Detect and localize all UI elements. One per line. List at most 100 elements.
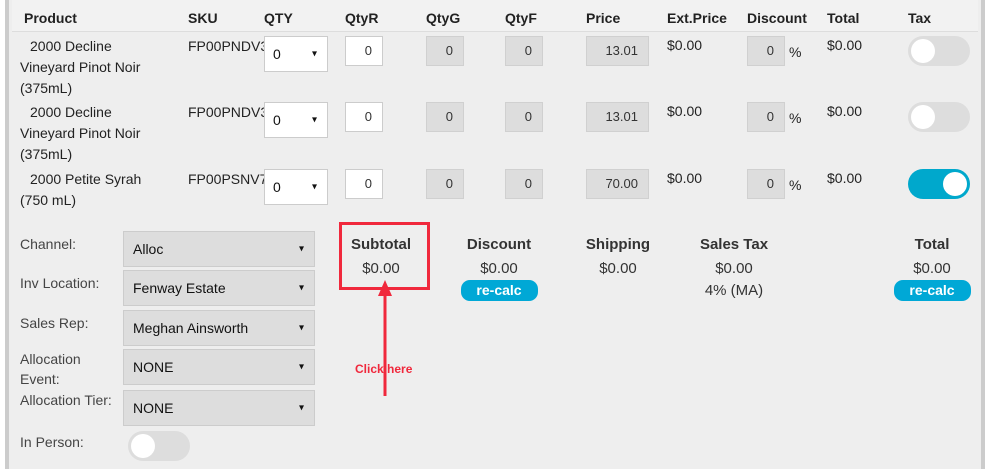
inv-location-label: Inv Location: <box>20 275 100 291</box>
qtyf-field: 0 <box>505 102 543 132</box>
tax-toggle[interactable] <box>908 102 970 132</box>
product-name: 2000 Decline Vineyard Pinot Noir (375mL) <box>20 104 141 162</box>
allocation-tier-value: NONE <box>133 400 174 416</box>
subtotal-summary: Subtotal $0.00 <box>321 236 441 277</box>
sku: FP00PSNV7 <box>188 171 264 187</box>
qty-select[interactable]: 0 ▾ <box>264 102 328 138</box>
percent-sign: % <box>789 44 802 60</box>
column-header-price: Price <box>586 10 621 26</box>
qtyf-field: 0 <box>505 169 543 199</box>
tax-toggle[interactable] <box>908 169 970 199</box>
qty-value: 0 <box>273 179 281 195</box>
sales-tax-summary: Sales Tax $0.00 4% (MA) <box>674 236 794 299</box>
caret-down-icon: ▾ <box>298 322 304 334</box>
column-header-product: Product <box>24 10 77 26</box>
qtyf-field: 0 <box>505 36 543 66</box>
discount-value: $0.00 <box>480 260 518 277</box>
ext-price: $0.00 <box>667 37 703 53</box>
sales-rep-value: Meghan Ainsworth <box>133 320 249 336</box>
row-total: $0.00 <box>827 170 863 186</box>
sales-tax-title: Sales Tax <box>699 236 769 253</box>
sales-tax-rate: 4% (MA) <box>704 282 764 299</box>
discount-title: Discount <box>466 236 532 253</box>
toggle-knob <box>943 172 967 196</box>
qty-select[interactable]: 0 ▾ <box>264 169 328 205</box>
column-header-qtyr: QtyR <box>345 10 379 26</box>
total-title: Total <box>914 236 950 253</box>
inv-location-select[interactable]: Fenway Estate ▾ <box>123 270 315 306</box>
allocation-event-value: NONE <box>133 359 174 375</box>
toggle-knob <box>911 39 935 63</box>
column-header-sku: SKU <box>188 10 218 26</box>
column-header-tax: Tax <box>908 10 932 26</box>
caret-down-icon: ▾ <box>311 181 317 193</box>
column-header-discount: Discount <box>747 10 807 26</box>
toggle-knob <box>131 434 155 458</box>
shipping-value: $0.00 <box>599 260 637 277</box>
allocation-tier-label: Allocation Tier: <box>20 392 112 408</box>
shipping-summary: Shipping $0.00 <box>558 236 678 277</box>
tax-toggle[interactable] <box>908 36 970 66</box>
toggle-knob <box>911 105 935 129</box>
caret-down-icon: ▾ <box>298 282 304 294</box>
arrow-up-icon <box>378 280 392 396</box>
in-person-toggle[interactable] <box>128 431 190 461</box>
percent-sign: % <box>789 177 802 193</box>
discount-input[interactable]: 0 <box>747 102 785 132</box>
ext-price: $0.00 <box>667 103 703 119</box>
qty-value: 0 <box>273 112 281 128</box>
sales-tax-value: $0.00 <box>715 260 753 277</box>
caret-down-icon: ▾ <box>298 243 304 255</box>
channel-label: Channel: <box>20 236 77 252</box>
discount-input[interactable]: 0 <box>747 36 785 66</box>
sku: FP00PNDV3 <box>188 38 264 54</box>
sales-rep-label: Sales Rep: <box>20 315 89 331</box>
column-header-qtyg: QtyG <box>426 10 461 26</box>
channel-select[interactable]: Alloc ▾ <box>123 231 315 267</box>
sales-rep-select[interactable]: Meghan Ainsworth ▾ <box>123 310 315 346</box>
sku: FP00PNDV3 <box>188 104 264 120</box>
total-recalc-button[interactable]: re-calc <box>893 280 971 301</box>
total-summary: Total $0.00 re-calc <box>872 236 992 301</box>
price-field: 13.01 <box>586 102 649 132</box>
total-value: $0.00 <box>913 260 951 277</box>
caret-down-icon: ▾ <box>298 361 304 373</box>
qtyg-field: 0 <box>426 169 464 199</box>
qtyg-field: 0 <box>426 102 464 132</box>
percent-sign: % <box>789 110 802 126</box>
price-field: 70.00 <box>586 169 649 199</box>
table-header <box>12 0 978 32</box>
column-header-total: Total <box>827 10 860 26</box>
qty-select[interactable]: 0 ▾ <box>264 36 328 72</box>
qtyg-field: 0 <box>426 36 464 66</box>
allocation-tier-select[interactable]: NONE ▾ <box>123 390 315 426</box>
discount-summary: Discount $0.00 re-calc <box>439 236 559 301</box>
discount-input[interactable]: 0 <box>747 169 785 199</box>
column-header-qtyf: QtyF <box>505 10 537 26</box>
allocation-event-select[interactable]: NONE ▾ <box>123 349 315 385</box>
ext-price: $0.00 <box>667 170 703 186</box>
qtyr-input[interactable]: 0 <box>345 36 383 66</box>
column-header-qty: QTY <box>264 10 293 26</box>
caret-down-icon: ▾ <box>311 48 317 60</box>
subtotal-title: Subtotal <box>351 236 411 253</box>
caret-down-icon: ▾ <box>311 114 317 126</box>
row-total: $0.00 <box>827 37 863 53</box>
qtyr-input[interactable]: 0 <box>345 169 383 199</box>
product-name: 2000 Decline Vineyard Pinot Noir (375mL) <box>20 38 141 96</box>
column-header-extprice: Ext.Price <box>667 10 727 26</box>
in-person-label: In Person: <box>20 434 84 450</box>
shipping-title: Shipping <box>585 236 651 253</box>
qtyr-input[interactable]: 0 <box>345 102 383 132</box>
product-name: 2000 Petite Syrah (750 mL) <box>20 171 142 208</box>
price-field: 13.01 <box>586 36 649 66</box>
channel-value: Alloc <box>133 241 164 257</box>
qty-value: 0 <box>273 46 281 62</box>
subtotal-value: $0.00 <box>362 260 400 277</box>
click-here-annotation: Click here <box>355 362 413 376</box>
discount-recalc-button[interactable]: re-calc <box>460 280 538 301</box>
allocation-event-label: Allocation Event: <box>20 351 81 387</box>
row-total: $0.00 <box>827 103 863 119</box>
caret-down-icon: ▾ <box>298 402 304 414</box>
inv-location-value: Fenway Estate <box>133 280 226 296</box>
